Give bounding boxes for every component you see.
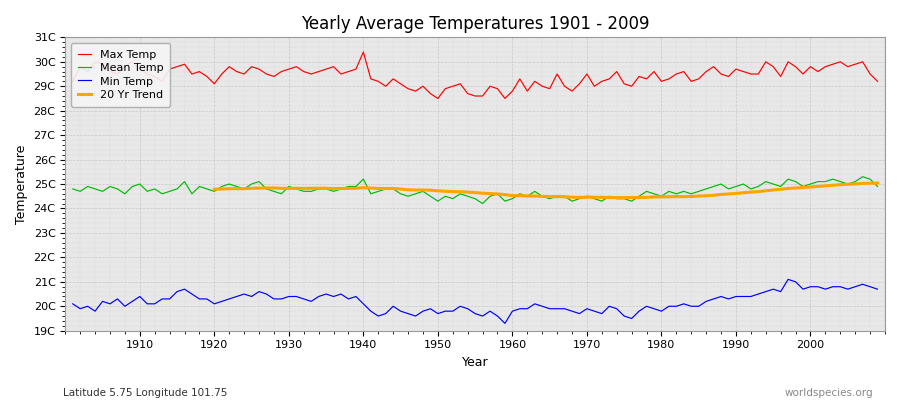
- Mean Temp: [872, 184, 883, 189]
- 20 Yr Trend: [783, 186, 794, 191]
- Mean Temp: [857, 174, 868, 179]
- Min Temp: [507, 309, 517, 314]
- Min Temp: [500, 321, 510, 326]
- Y-axis label: Temperature: Temperature: [15, 144, 28, 224]
- Line: Max Temp: Max Temp: [73, 52, 878, 98]
- Line: Min Temp: Min Temp: [73, 279, 878, 323]
- Title: Yearly Average Temperatures 1901 - 2009: Yearly Average Temperatures 1901 - 2009: [301, 15, 650, 33]
- Max Temp: [515, 76, 526, 81]
- 20 Yr Trend: [298, 186, 309, 191]
- 20 Yr Trend: [850, 182, 860, 186]
- Text: Latitude 5.75 Longitude 101.75: Latitude 5.75 Longitude 101.75: [63, 388, 228, 398]
- Text: worldspecies.org: worldspecies.org: [785, 388, 873, 398]
- Mean Temp: [336, 186, 346, 191]
- Mean Temp: [507, 196, 517, 201]
- 20 Yr Trend: [872, 181, 883, 186]
- Min Temp: [127, 299, 138, 304]
- Mean Temp: [127, 184, 138, 189]
- Min Temp: [291, 294, 302, 299]
- 20 Yr Trend: [209, 187, 220, 192]
- Line: 20 Yr Trend: 20 Yr Trend: [214, 183, 878, 198]
- Mean Temp: [291, 186, 302, 191]
- 20 Yr Trend: [768, 188, 778, 192]
- Max Temp: [358, 50, 369, 54]
- Max Temp: [127, 59, 138, 64]
- 20 Yr Trend: [679, 194, 689, 199]
- Min Temp: [604, 304, 615, 309]
- Legend: Max Temp, Mean Temp, Min Temp, 20 Yr Trend: Max Temp, Mean Temp, Min Temp, 20 Yr Tre…: [71, 43, 170, 107]
- Mean Temp: [68, 186, 78, 191]
- Max Temp: [68, 79, 78, 84]
- Max Temp: [336, 72, 346, 76]
- Min Temp: [872, 287, 883, 292]
- Mean Temp: [515, 192, 526, 196]
- X-axis label: Year: Year: [462, 356, 489, 369]
- Max Temp: [291, 64, 302, 69]
- Max Temp: [611, 69, 622, 74]
- Min Temp: [336, 292, 346, 296]
- Line: Mean Temp: Mean Temp: [73, 177, 878, 204]
- 20 Yr Trend: [410, 188, 421, 192]
- Min Temp: [68, 302, 78, 306]
- Min Temp: [515, 306, 526, 311]
- 20 Yr Trend: [611, 195, 622, 200]
- Mean Temp: [477, 201, 488, 206]
- Max Temp: [433, 96, 444, 101]
- Min Temp: [783, 277, 794, 282]
- Max Temp: [522, 89, 533, 94]
- Max Temp: [872, 79, 883, 84]
- Mean Temp: [604, 194, 615, 199]
